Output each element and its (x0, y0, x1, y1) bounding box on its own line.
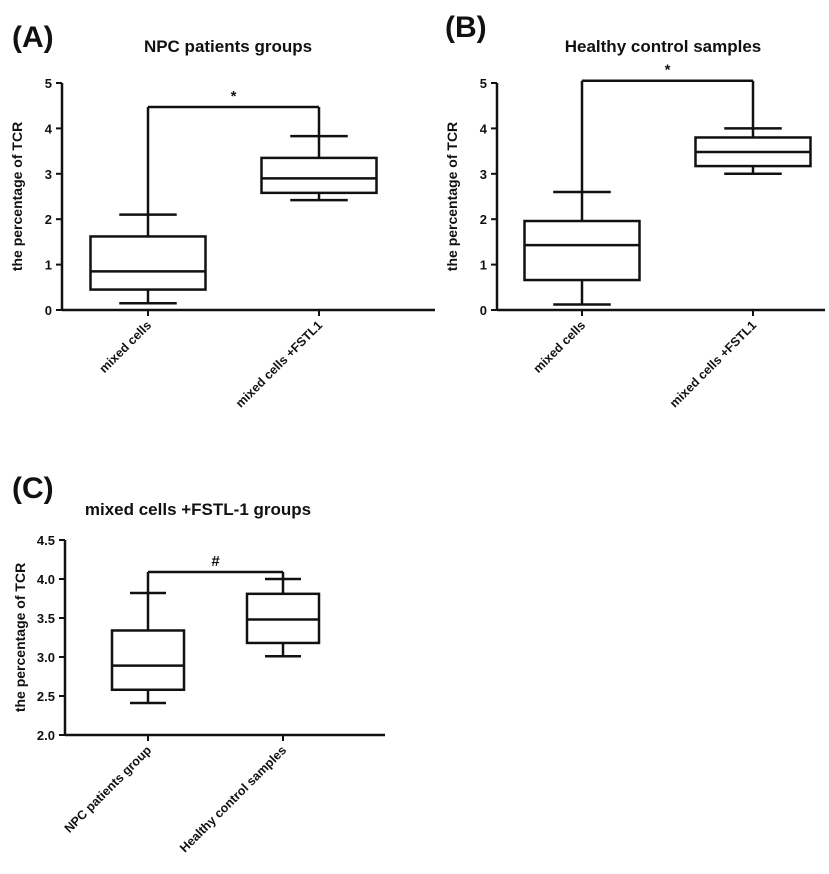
y-tick-label: 3 (480, 167, 487, 182)
y-tick-label: 0 (45, 303, 52, 318)
y-tick-label: 4.5 (37, 533, 55, 548)
y-axis-label: the percentage of TCR (444, 122, 460, 271)
y-tick-label: 3 (45, 167, 52, 182)
y-tick-label: 2.0 (37, 728, 55, 743)
box-2 (245, 577, 321, 658)
y-tick-label: 1 (480, 258, 487, 273)
chart-title: NPC patients groups (144, 37, 312, 56)
y-tick-label: 3.5 (37, 611, 55, 626)
significance-marker: * (665, 62, 671, 79)
x-category-label: NPC patients group (62, 743, 155, 836)
y-axis-label: the percentage of TCR (12, 563, 28, 712)
box-1 (110, 591, 186, 705)
chart-title: Healthy control samples (565, 37, 762, 56)
y-tick-label: 1 (45, 258, 52, 273)
y-tick-label: 2 (45, 212, 52, 227)
significance-bracket: # (146, 553, 285, 594)
x-category-label: mixed cells (97, 318, 155, 376)
significance-bracket: * (580, 62, 755, 192)
y-tick-label: 0 (480, 303, 487, 318)
y-tick-label: 5 (480, 76, 487, 91)
y-axis-label: the percentage of TCR (9, 122, 25, 271)
chart-title: mixed cells +FSTL-1 groups (85, 500, 311, 519)
panel-label: (B) (445, 11, 487, 44)
box-2 (694, 127, 812, 176)
x-category-label: mixed cells +FSTL1 (667, 318, 759, 410)
iqr-box (110, 629, 186, 692)
y-tick-label: 5 (45, 76, 52, 91)
box-2 (260, 134, 378, 202)
y-tick-label: 4.0 (37, 572, 55, 587)
x-category-label: mixed cells +FSTL1 (233, 318, 325, 410)
y-tick-label: 2.5 (37, 689, 55, 704)
panel-label: (A) (12, 21, 54, 54)
x-category-label: Healthy control samples (177, 743, 289, 855)
y-tick-label: 3.0 (37, 650, 55, 665)
significance-marker: # (211, 553, 220, 570)
significance-marker: * (231, 88, 237, 105)
y-tick-label: 4 (480, 121, 488, 136)
y-tick-label: 2 (480, 212, 487, 227)
box-1 (89, 213, 207, 305)
panel-a: (A) NPC patients groups the percentage of … (9, 21, 435, 410)
box-1 (523, 190, 641, 306)
panel-c: (C) mixed cells +FSTL-1 groups the percent… (12, 472, 385, 855)
y-tick-label: 4 (45, 121, 53, 136)
iqr-box (523, 219, 641, 282)
iqr-box (260, 156, 378, 195)
iqr-box (89, 235, 207, 291)
significance-bracket: * (146, 88, 321, 215)
x-category-label: mixed cells (531, 318, 589, 376)
panel-label: (C) (12, 472, 54, 505)
panel-b: (B) Healthy control samples the percentage… (444, 11, 825, 410)
